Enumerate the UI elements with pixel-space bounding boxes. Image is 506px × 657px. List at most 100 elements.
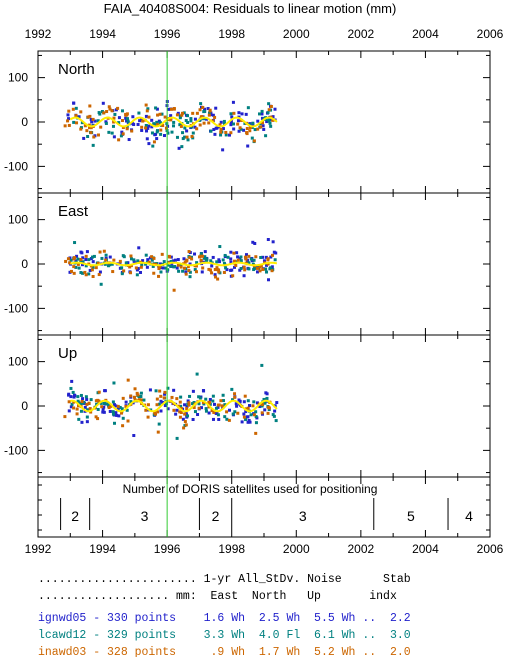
data-point-inawd03: [236, 411, 240, 415]
data-point-lcawd12: [166, 386, 170, 390]
data-point-inawd03: [210, 409, 214, 413]
data-point-inawd03: [64, 259, 68, 263]
data-point-ignwd05: [235, 404, 239, 408]
data-point-inawd03: [155, 403, 159, 407]
data-point-inawd03: [107, 406, 111, 410]
data-point-ignwd05: [266, 238, 270, 242]
data-point-inawd03: [183, 266, 187, 270]
data-point-lcawd12: [224, 266, 228, 270]
data-point-inawd03: [208, 109, 212, 113]
data-point-inawd03: [158, 264, 162, 268]
data-point-inawd03: [147, 260, 151, 264]
data-point-ignwd05: [72, 101, 76, 105]
data-point-ignwd05: [81, 256, 85, 260]
data-point-ignwd05: [273, 404, 277, 408]
data-point-ignwd05: [209, 113, 213, 117]
data-point-inawd03: [247, 254, 251, 258]
data-point-lcawd12: [202, 117, 206, 121]
data-point-inawd03: [207, 121, 211, 125]
data-point-lcawd12: [268, 121, 272, 125]
data-point-lcawd12: [70, 402, 74, 406]
data-point-lcawd12: [86, 408, 90, 412]
data-point-lcawd12: [239, 259, 243, 263]
data-point-lcawd12: [273, 258, 277, 262]
data-point-inawd03: [213, 115, 217, 119]
data-point-inawd03: [112, 120, 116, 124]
data-point-ignwd05: [244, 410, 248, 414]
data-point-ignwd05: [148, 388, 152, 392]
data-point-inawd03: [112, 116, 116, 120]
data-point-lcawd12: [180, 145, 184, 149]
data-point-inawd03: [124, 404, 128, 408]
data-point-lcawd12: [144, 262, 148, 266]
data-point-lcawd12: [271, 413, 275, 417]
data-point-ignwd05: [85, 397, 89, 401]
data-point-inawd03: [267, 108, 271, 112]
data-point-ignwd05: [216, 405, 220, 409]
data-point-lcawd12: [199, 252, 203, 256]
data-point-ignwd05: [161, 400, 165, 404]
data-point-inawd03: [147, 115, 151, 119]
data-point-lcawd12: [229, 112, 233, 116]
data-point-ignwd05: [191, 389, 195, 393]
data-point-ignwd05: [157, 119, 161, 123]
data-point-inawd03: [233, 392, 237, 396]
data-point-ignwd05: [75, 254, 79, 258]
stats-row-inawd03: inawd03 - 328 points .9 Wh 1.7 Wh 5.2 Wh…: [38, 646, 411, 657]
data-point-inawd03: [156, 410, 160, 414]
data-point-ignwd05: [242, 128, 246, 132]
data-point-inawd03: [242, 265, 246, 269]
data-point-lcawd12: [150, 131, 154, 135]
data-point-lcawd12: [79, 393, 83, 397]
data-point-inawd03: [107, 105, 111, 109]
satellite-count-label: 3: [299, 508, 307, 524]
data-point-ignwd05: [90, 120, 94, 124]
data-point-inawd03: [249, 125, 253, 129]
data-point-lcawd12: [247, 261, 251, 265]
data-point-inawd03: [133, 398, 137, 402]
data-point-ignwd05: [141, 259, 145, 263]
data-point-inawd03: [63, 415, 67, 419]
data-point-ignwd05: [256, 119, 260, 123]
data-point-ignwd05: [240, 420, 244, 424]
data-point-ignwd05: [212, 127, 216, 131]
data-point-inawd03: [157, 274, 161, 278]
data-point-lcawd12: [244, 418, 248, 422]
data-point-lcawd12: [111, 124, 115, 128]
data-point-lcawd12: [172, 124, 176, 128]
data-point-ignwd05: [108, 255, 112, 259]
stats-table: ....................... 1-yr All_StDv. N…: [38, 573, 411, 657]
data-point-lcawd12: [169, 260, 173, 264]
chart-title: FAIA_40408S004: Residuals to linear moti…: [104, 1, 397, 16]
data-point-ignwd05: [176, 258, 180, 262]
data-point-inawd03: [261, 121, 265, 125]
data-point-lcawd12: [179, 404, 183, 408]
data-point-lcawd12: [181, 137, 185, 141]
data-point-inawd03: [135, 391, 139, 395]
top-x-axis: 1992 1994 1996 1998 2000 2002 2004 2006: [25, 27, 504, 41]
satellite-count-label: 2: [71, 508, 79, 524]
data-point-lcawd12: [252, 268, 256, 272]
data-point-lcawd12: [265, 396, 269, 400]
data-point-ignwd05: [101, 407, 105, 411]
data-point-inawd03: [259, 125, 263, 129]
data-point-inawd03: [258, 265, 262, 269]
data-point-inawd03: [89, 126, 93, 130]
data-point-ignwd05: [145, 137, 149, 141]
data-point-inawd03: [215, 266, 219, 270]
top-x-tick-label: 2002: [348, 27, 375, 41]
data-point-lcawd12: [154, 389, 158, 393]
data-point-inawd03: [194, 270, 198, 274]
data-point-inawd03: [194, 264, 198, 268]
data-point-ignwd05: [173, 258, 177, 262]
data-point-inawd03: [88, 104, 92, 108]
data-point-ignwd05: [250, 259, 254, 263]
data-point-inawd03: [164, 126, 168, 130]
data-point-inawd03: [88, 114, 92, 118]
data-point-ignwd05: [246, 420, 250, 424]
data-point-inawd03: [157, 266, 161, 270]
data-point-ignwd05: [273, 409, 277, 413]
data-point-lcawd12: [184, 119, 188, 123]
data-point-ignwd05: [260, 112, 264, 116]
data-point-lcawd12: [265, 270, 269, 274]
